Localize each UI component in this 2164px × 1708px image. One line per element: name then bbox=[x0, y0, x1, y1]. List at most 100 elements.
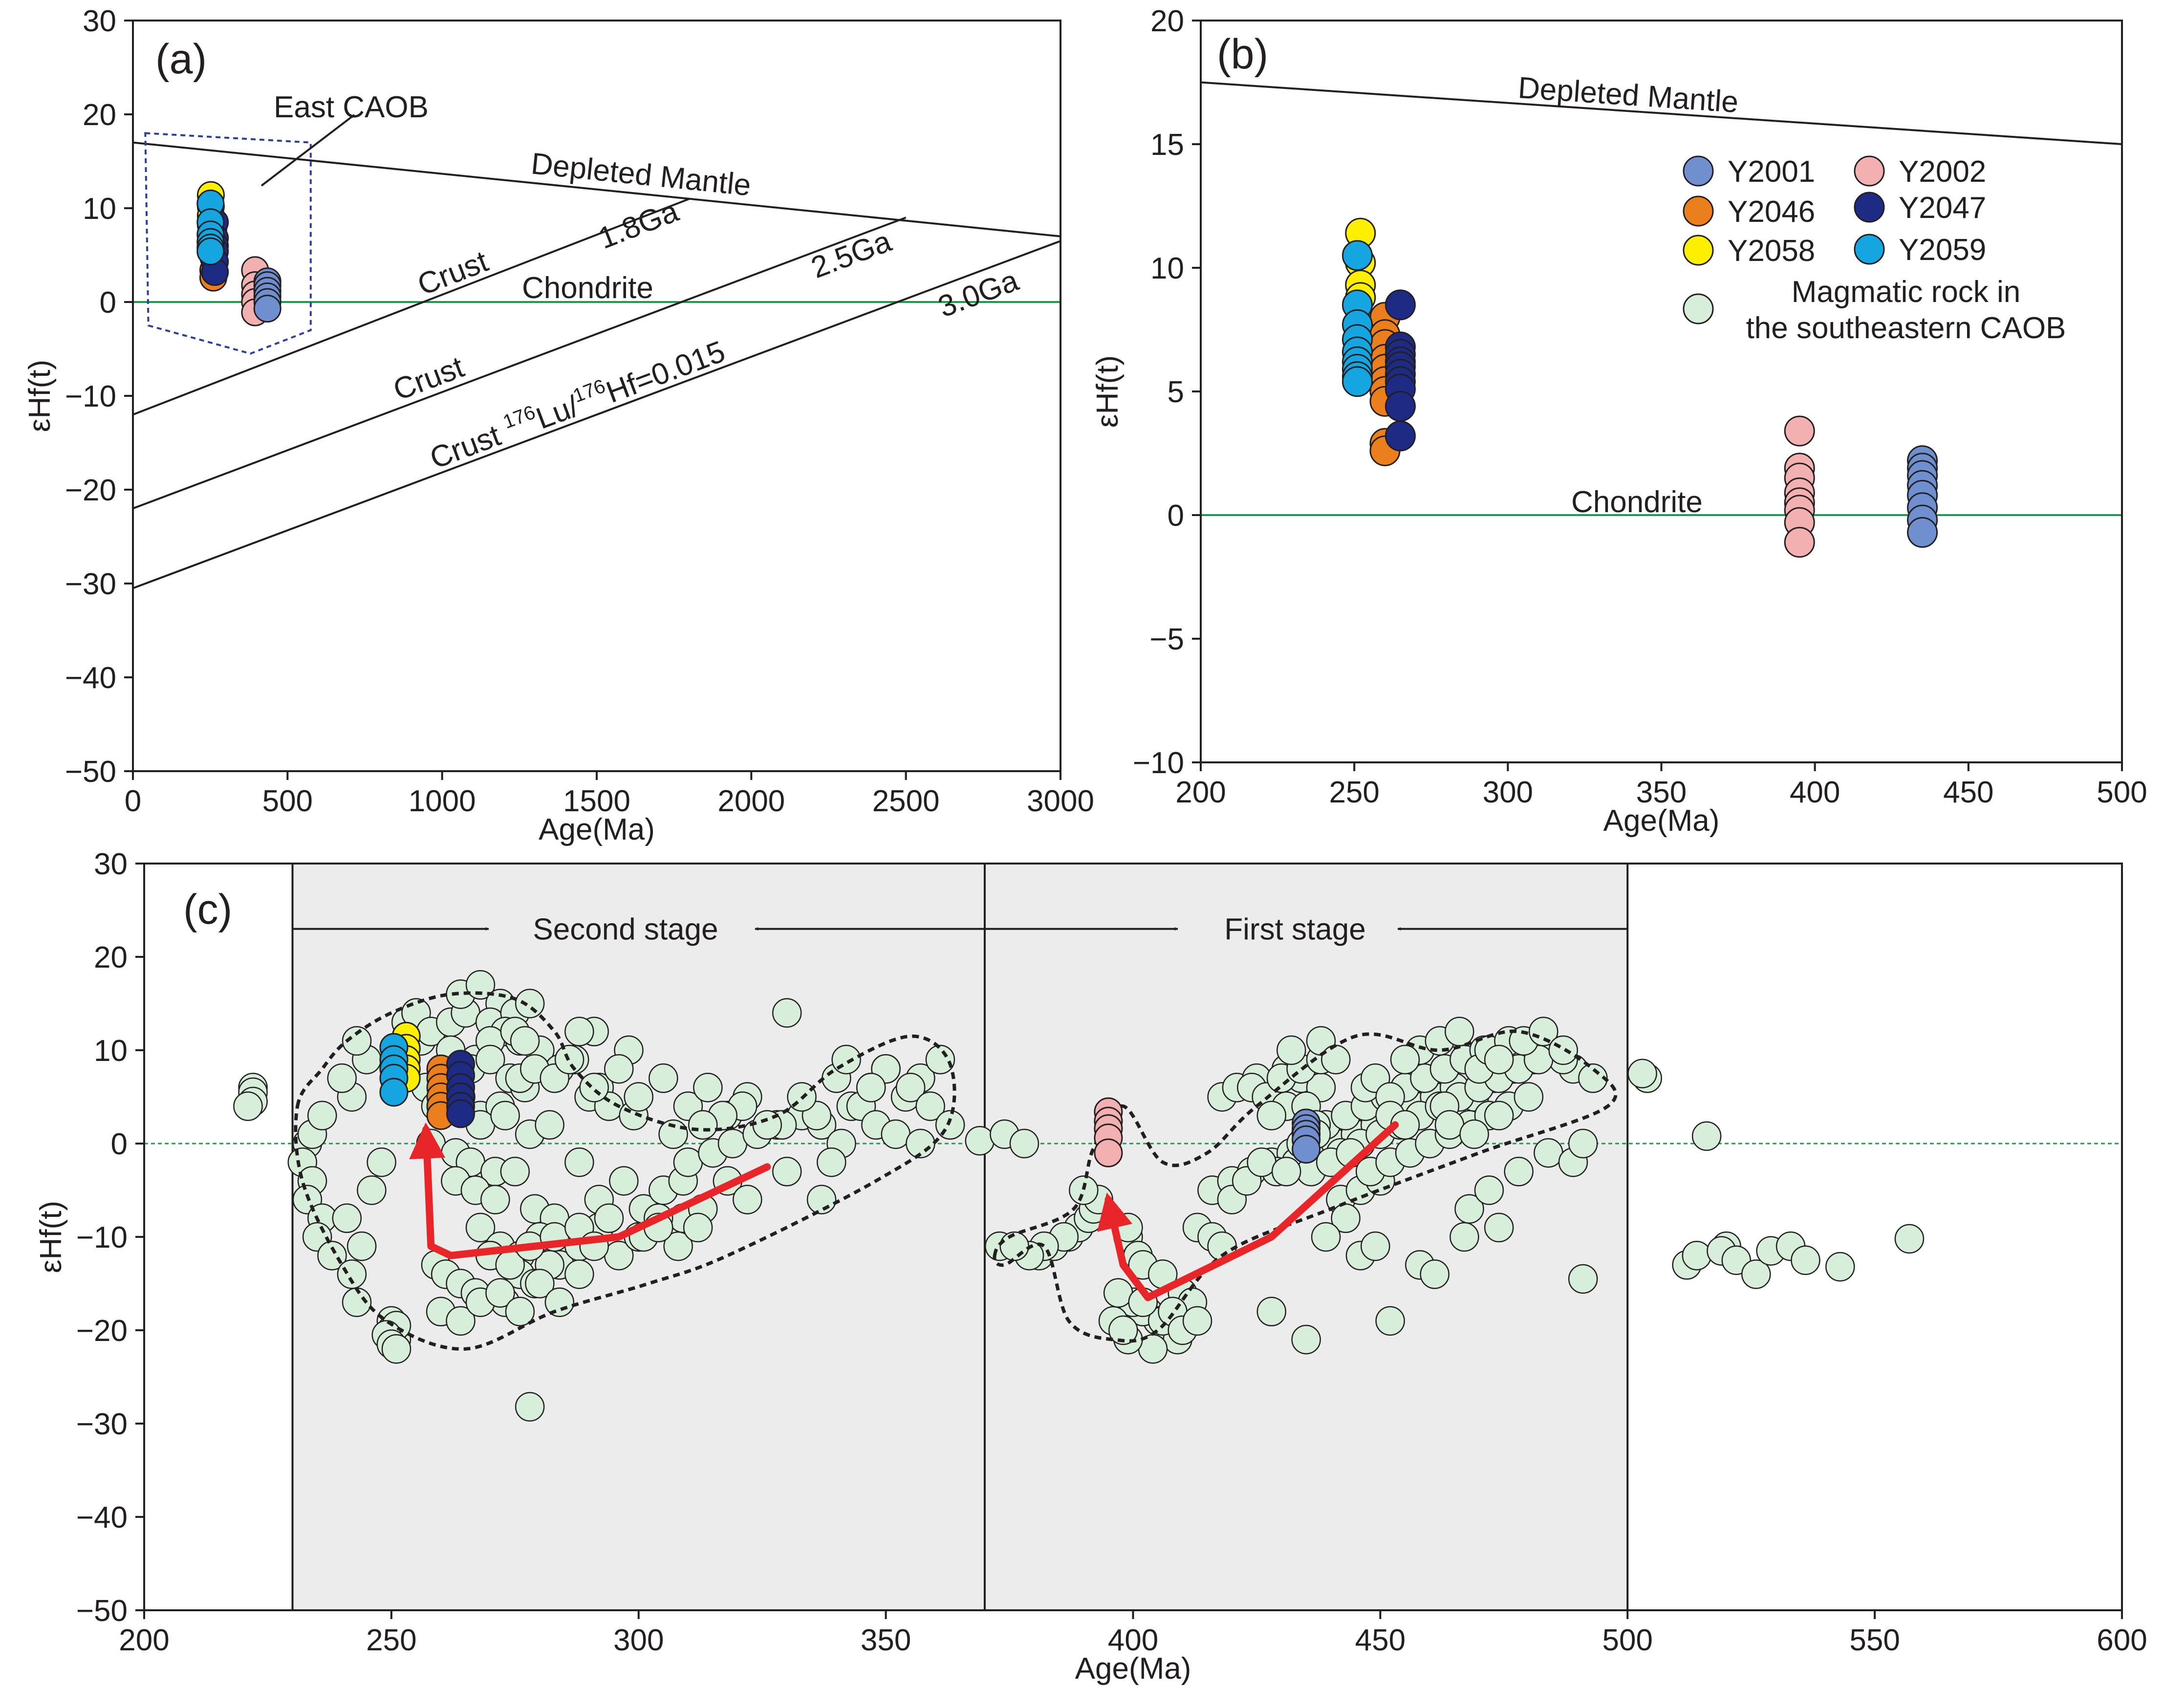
y-tick-label: −20 bbox=[65, 474, 116, 507]
point-caob bbox=[1454, 1194, 1484, 1224]
y-tick-label: 0 bbox=[1168, 499, 1184, 533]
crust-2.5ga-label: 2.5Ga bbox=[807, 224, 896, 285]
point-caob bbox=[1277, 1035, 1306, 1065]
point-y2047 bbox=[1385, 390, 1416, 422]
point-caob bbox=[895, 1073, 926, 1103]
point-caob bbox=[515, 989, 545, 1018]
point-caob bbox=[564, 1016, 594, 1047]
y-tick-label: −40 bbox=[76, 1501, 128, 1535]
point-caob bbox=[446, 1306, 476, 1336]
y-tick-label: −5 bbox=[1149, 623, 1184, 656]
point-caob bbox=[1529, 1016, 1558, 1047]
point-caob bbox=[367, 1147, 396, 1177]
y-tick-label: −50 bbox=[76, 1594, 128, 1628]
point-caob bbox=[717, 1128, 748, 1159]
y-tick-label: −30 bbox=[65, 567, 116, 601]
crust-label: Crust bbox=[426, 416, 513, 476]
point-caob bbox=[1256, 1297, 1287, 1327]
y-tick-label: 30 bbox=[83, 4, 116, 38]
point-caob bbox=[357, 1175, 387, 1205]
x-tick-label: 400 bbox=[1108, 1623, 1158, 1657]
depleted-mantle-line bbox=[133, 141, 1060, 238]
point-caob bbox=[1069, 1175, 1099, 1205]
y-axis-label: εHf(t) bbox=[1091, 355, 1125, 428]
first-stage-field bbox=[993, 1029, 1618, 1343]
x-tick-label: 550 bbox=[1849, 1623, 1900, 1657]
stage-region-2 bbox=[983, 863, 1629, 1611]
point-caob bbox=[1182, 1306, 1212, 1336]
point-y2059 bbox=[196, 237, 225, 265]
x-axis-label: Age(Ma) bbox=[1075, 1652, 1191, 1686]
y-tick-label: 0 bbox=[111, 1127, 128, 1161]
point-caob bbox=[564, 1147, 594, 1177]
point-caob bbox=[965, 1126, 995, 1156]
plot-area-a bbox=[133, 132, 1060, 589]
point-y2047 bbox=[446, 1099, 476, 1128]
point-caob bbox=[1514, 1082, 1544, 1112]
x-tick-label: 2500 bbox=[872, 784, 940, 818]
x-tick-label: 500 bbox=[1602, 1623, 1653, 1657]
point-caob bbox=[925, 1044, 955, 1075]
point-caob bbox=[1504, 1157, 1534, 1187]
panel-b: 200 250 300 350 400 450 500 20 15 10 5 0 −5 −10 Age(Ma… bbox=[1091, 4, 2147, 838]
point-caob bbox=[693, 1073, 723, 1103]
point-caob bbox=[881, 1119, 911, 1149]
crust-label: Crust bbox=[389, 350, 469, 407]
x-tick-label: 200 bbox=[1175, 776, 1226, 809]
point-caob bbox=[1484, 1101, 1514, 1130]
depleted-mantle-line bbox=[1200, 81, 2122, 145]
point-caob bbox=[609, 1166, 639, 1196]
panel-label: (c) bbox=[183, 886, 232, 933]
y-tick-label: 20 bbox=[94, 941, 128, 974]
y-tick-label: −10 bbox=[1133, 746, 1184, 780]
x-tick-label: 500 bbox=[262, 784, 313, 818]
x-tick-label: 300 bbox=[613, 1623, 664, 1657]
point-caob bbox=[475, 1044, 505, 1075]
first-stage-trend bbox=[1097, 1121, 1399, 1301]
point-y2059 bbox=[379, 1078, 409, 1107]
point-caob bbox=[381, 1334, 411, 1364]
legend-marker-y2046 bbox=[1683, 195, 1714, 227]
point-caob bbox=[772, 998, 802, 1028]
point-caob bbox=[1291, 1324, 1321, 1355]
point-caob bbox=[831, 1044, 861, 1075]
legend-label-caob: Magmatic rock in bbox=[1792, 275, 2021, 309]
crust-3.0ga-line bbox=[133, 240, 1060, 589]
panel-label: (a) bbox=[155, 36, 207, 83]
crust-ratio-label: Crust 176Lu/176Hf=0.015 bbox=[425, 332, 730, 476]
point-caob bbox=[485, 1278, 515, 1308]
point-y2001 bbox=[1292, 1134, 1321, 1164]
point-caob bbox=[1445, 1016, 1474, 1047]
x-tick-label: 3000 bbox=[1027, 784, 1094, 818]
x-tick-label: 450 bbox=[1943, 776, 1993, 809]
stage-label: First stage bbox=[1224, 913, 1365, 947]
point-caob bbox=[663, 1231, 693, 1261]
point-y2047 bbox=[1385, 289, 1416, 321]
point-caob bbox=[346, 1231, 377, 1261]
point-caob bbox=[1825, 1252, 1855, 1282]
point-caob bbox=[490, 1101, 520, 1130]
point-caob bbox=[1434, 1110, 1465, 1140]
x-tick-label: 350 bbox=[1636, 776, 1687, 809]
point-caob bbox=[624, 1082, 653, 1112]
point-caob bbox=[535, 1110, 564, 1140]
legend-label-y2002: Y2002 bbox=[1899, 155, 1986, 189]
point-caob bbox=[806, 1185, 837, 1214]
y-axis-label: εHf(t) bbox=[23, 360, 57, 432]
point-caob bbox=[1108, 1315, 1138, 1345]
point-caob bbox=[505, 1297, 535, 1327]
point-caob bbox=[544, 1287, 575, 1317]
legend-marker-caob bbox=[1683, 293, 1714, 324]
x-tick-label: 0 bbox=[125, 784, 141, 818]
point-caob bbox=[1691, 1121, 1722, 1151]
point-caob bbox=[1450, 1222, 1479, 1252]
y-tick-label: 5 bbox=[1168, 375, 1184, 409]
y-tick-label: 10 bbox=[94, 1034, 128, 1068]
east-caob-field bbox=[144, 132, 312, 355]
point-caob bbox=[1741, 1259, 1771, 1289]
point-y2001 bbox=[253, 294, 281, 323]
point-caob bbox=[1103, 1278, 1133, 1308]
x-tick-label: 250 bbox=[366, 1623, 416, 1657]
point-caob bbox=[604, 1054, 634, 1084]
